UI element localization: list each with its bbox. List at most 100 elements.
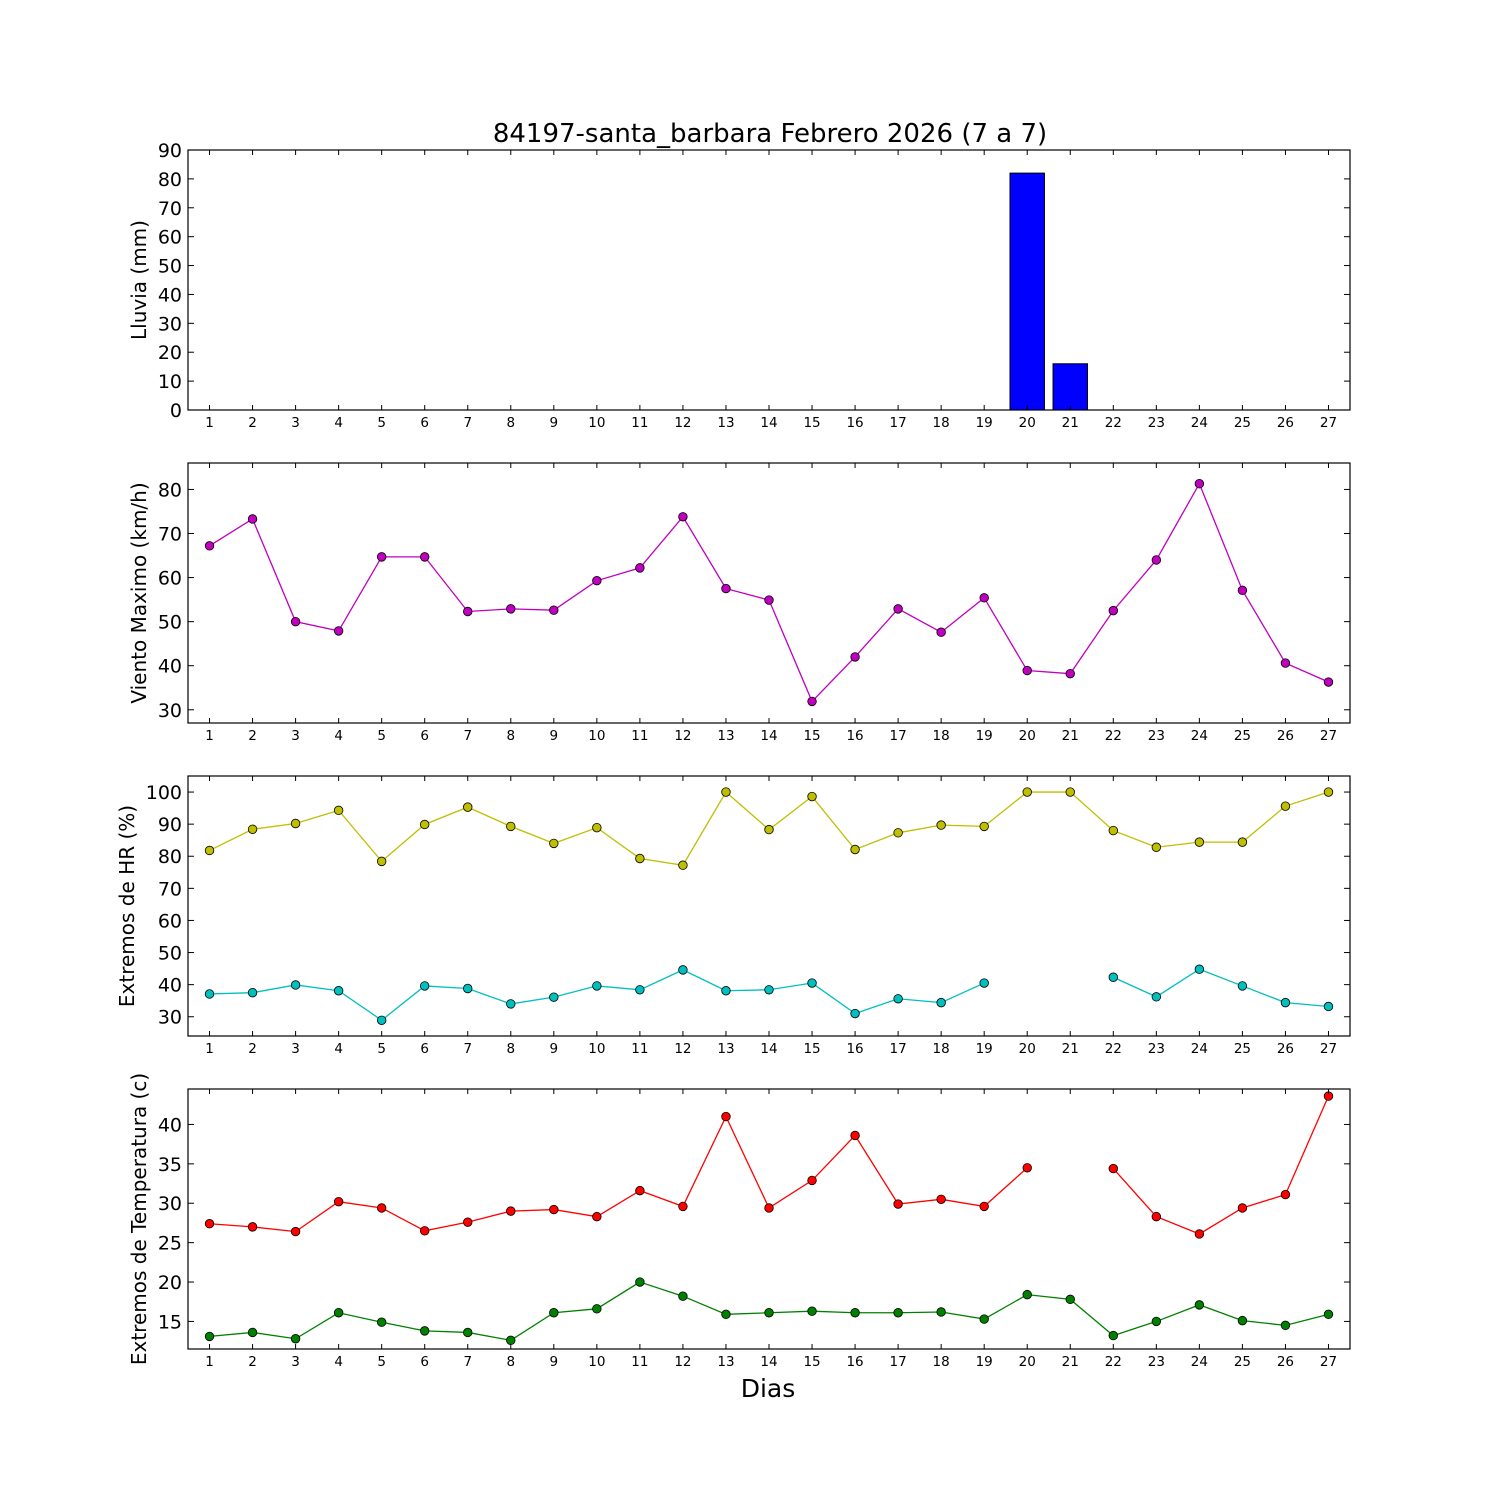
x-tick-label: 21 bbox=[1062, 415, 1079, 431]
series-line-3-2 bbox=[209, 968, 1329, 1022]
plot-frame bbox=[187, 775, 1351, 1037]
data-point-2-1-27 bbox=[1323, 677, 1334, 687]
data-point-4-2-7 bbox=[463, 1327, 473, 1338]
x-tick-label: 20 bbox=[1019, 728, 1036, 744]
x-tick-label: 1 bbox=[205, 1041, 214, 1057]
x-tick-label: 8 bbox=[506, 1354, 515, 1370]
data-point-4-1-7 bbox=[463, 1217, 473, 1227]
y-tick-label: 60 bbox=[158, 227, 182, 249]
data-point-2-1-9 bbox=[549, 605, 559, 615]
data-point-2-1-13 bbox=[721, 583, 731, 594]
x-tick-label: 23 bbox=[1148, 1041, 1165, 1057]
data-point-4-1-19 bbox=[979, 1201, 989, 1212]
data-point-3-1-19 bbox=[979, 821, 989, 832]
x-tick-label: 1 bbox=[205, 728, 214, 744]
data-point-3-2-16 bbox=[850, 1008, 860, 1019]
data-point-3-1-11 bbox=[635, 853, 645, 864]
x-tick-label: 26 bbox=[1277, 415, 1294, 431]
x-tick-label: 10 bbox=[588, 728, 605, 744]
data-point-4-2-5 bbox=[376, 1317, 387, 1327]
y-tick-label: 100 bbox=[146, 782, 182, 804]
x-tick-label: 11 bbox=[631, 728, 648, 744]
data-point-3-2-15 bbox=[807, 978, 817, 988]
data-point-4-2-1 bbox=[204, 1331, 215, 1342]
data-point-2-1-10 bbox=[592, 575, 602, 586]
data-point-2-1-1 bbox=[204, 541, 215, 551]
x-tick-label: 7 bbox=[463, 1354, 472, 1370]
x-axis-label: Dias bbox=[741, 1374, 796, 1403]
data-point-3-1-5 bbox=[376, 856, 387, 867]
x-tick-label: 27 bbox=[1320, 728, 1337, 744]
x-tick-label: 14 bbox=[760, 1041, 777, 1057]
x-tick-label: 5 bbox=[377, 1354, 386, 1370]
y-tick-label: 40 bbox=[158, 1114, 182, 1136]
y-tick-label: 40 bbox=[158, 284, 182, 306]
x-tick-label: 10 bbox=[588, 1041, 605, 1057]
x-tick-label: 6 bbox=[420, 728, 429, 744]
data-point-3-1-17 bbox=[893, 828, 903, 838]
y-tick-label: 15 bbox=[158, 1311, 182, 1333]
data-point-2-1-6 bbox=[420, 552, 430, 562]
data-point-3-1-10 bbox=[592, 822, 602, 833]
data-point-3-1-12 bbox=[678, 860, 688, 870]
x-tick-label: 18 bbox=[933, 1354, 950, 1370]
y-axis-label: Extremos de Temperatura (c) bbox=[127, 1073, 151, 1365]
chart-title: 84197-santa_barbara Febrero 2026 (7 a 7) bbox=[493, 119, 1047, 149]
y-tick-label: 60 bbox=[158, 910, 182, 932]
x-tick-label: 15 bbox=[803, 415, 820, 431]
data-point-3-1-14 bbox=[764, 824, 774, 835]
x-tick-label: 24 bbox=[1191, 415, 1208, 431]
x-tick-label: 9 bbox=[550, 728, 559, 744]
data-point-4-1-20 bbox=[1022, 1163, 1032, 1173]
x-tick-label: 16 bbox=[846, 1041, 863, 1057]
data-point-3-1-13 bbox=[721, 787, 731, 797]
x-tick-label: 19 bbox=[976, 1354, 993, 1370]
x-tick-label: 24 bbox=[1191, 1041, 1208, 1057]
x-tick-label: 9 bbox=[550, 1354, 559, 1370]
y-tick-label: 50 bbox=[158, 943, 182, 965]
x-tick-label: 3 bbox=[291, 415, 300, 431]
data-point-3-2-10 bbox=[592, 981, 602, 991]
data-point-3-1-7 bbox=[463, 802, 473, 812]
data-point-3-1-4 bbox=[333, 805, 344, 816]
data-point-2-1-17 bbox=[893, 604, 903, 614]
x-tick-label: 18 bbox=[933, 728, 950, 744]
x-tick-label: 14 bbox=[760, 415, 777, 431]
data-point-4-1-9 bbox=[549, 1204, 559, 1215]
y-tick-label: 30 bbox=[158, 700, 182, 722]
data-point-3-2-5 bbox=[376, 1015, 387, 1025]
data-point-4-2-22 bbox=[1108, 1330, 1118, 1341]
x-tick-label: 23 bbox=[1148, 728, 1165, 744]
data-point-4-2-8 bbox=[506, 1335, 516, 1346]
data-point-2-1-7 bbox=[463, 606, 473, 617]
data-point-3-1-6 bbox=[420, 819, 430, 830]
x-tick-label: 10 bbox=[588, 1354, 605, 1370]
x-tick-label: 2 bbox=[248, 1041, 257, 1057]
x-tick-label: 17 bbox=[890, 1041, 907, 1057]
x-tick-label: 6 bbox=[420, 1041, 429, 1057]
data-point-3-1-22 bbox=[1108, 825, 1118, 836]
x-tick-label: 10 bbox=[588, 415, 605, 431]
x-tick-label: 23 bbox=[1148, 1354, 1165, 1370]
y-tick-label: 40 bbox=[158, 656, 182, 678]
x-tick-label: 17 bbox=[890, 728, 907, 744]
x-tick-label: 5 bbox=[377, 415, 386, 431]
data-point-4-1-16 bbox=[850, 1130, 860, 1141]
data-point-2-1-23 bbox=[1151, 555, 1162, 565]
y-tick-label: 90 bbox=[158, 140, 182, 162]
data-point-3-1-20 bbox=[1022, 787, 1032, 797]
data-point-4-2-24 bbox=[1194, 1300, 1205, 1310]
data-point-4-2-16 bbox=[850, 1308, 860, 1318]
x-tick-label: 13 bbox=[717, 1041, 734, 1057]
x-tick-label: 26 bbox=[1277, 1354, 1294, 1370]
data-point-3-2-18 bbox=[936, 997, 946, 1008]
x-tick-label: 24 bbox=[1191, 728, 1208, 744]
data-point-2-1-8 bbox=[506, 604, 516, 614]
x-tick-label: 22 bbox=[1105, 728, 1122, 744]
data-point-4-2-9 bbox=[549, 1308, 559, 1318]
data-point-4-1-13 bbox=[721, 1111, 731, 1122]
x-tick-label: 9 bbox=[550, 1041, 559, 1057]
data-point-3-2-6 bbox=[420, 981, 430, 991]
